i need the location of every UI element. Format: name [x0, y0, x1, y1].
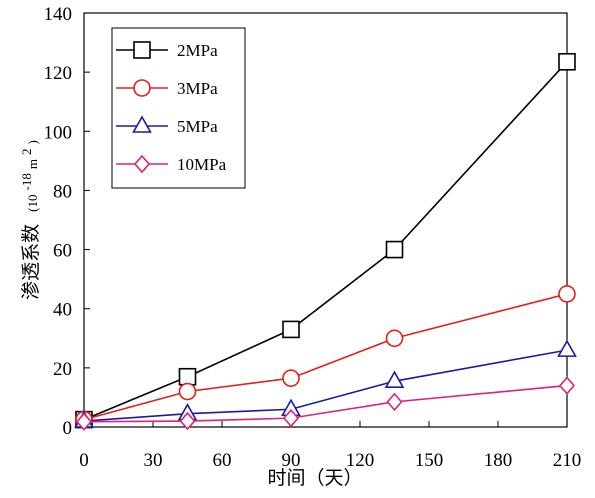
y-axis-ticks: 0 20 40 60 80 100 120 140	[44, 4, 90, 439]
legend-item: 10MPa	[116, 154, 227, 174]
data-point-square	[385, 240, 404, 259]
x-tick-label: 90	[282, 450, 301, 471]
data-point-diamond	[558, 376, 576, 395]
y-tick-label: 0	[63, 418, 73, 439]
data-point-triangle	[557, 339, 577, 357]
y-axis-unit-prefix: (10	[25, 194, 40, 211]
x-tick-label: 30	[144, 450, 163, 471]
y-axis-unit-exponent: -18	[19, 173, 34, 190]
y-tick-label: 120	[44, 63, 73, 84]
data-point-diamond	[75, 412, 93, 431]
x-tick-label: 120	[346, 450, 375, 471]
plot-frame	[83, 12, 568, 428]
x-tick-label: 210	[553, 450, 582, 471]
x-tick-label: 150	[415, 450, 444, 471]
y-axis-unit-m: m	[25, 159, 40, 169]
data-point-diamond	[179, 411, 196, 431]
series-10MPa	[75, 376, 576, 431]
x-tick-label: 180	[484, 450, 513, 471]
data-point-circle	[178, 382, 197, 401]
legend-item: 3MPa	[116, 79, 218, 98]
y-tick-label: 80	[53, 181, 72, 202]
series-line	[83, 293, 568, 421]
x-tick-label: 60	[213, 450, 232, 471]
legend: 2MPa 3MPa 5MPa 10MPa	[116, 41, 227, 174]
legend-marker-diamond	[133, 154, 151, 174]
y-tick-label: 60	[53, 241, 72, 262]
series-3MPa	[75, 285, 576, 429]
y-tick-label: 40	[53, 300, 72, 321]
legend-label: 5MPa	[177, 117, 218, 136]
y-axis-unit-square: 2	[19, 149, 34, 156]
data-point-circle	[385, 329, 404, 348]
y-axis-title: 渗透系数	[20, 224, 42, 300]
y-tick-label: 20	[53, 359, 72, 380]
series-5MPa	[74, 339, 577, 428]
data-point-circle	[558, 285, 576, 303]
legend-marker-triangle	[132, 115, 152, 133]
legend-label: 2MPa	[177, 41, 218, 60]
series-layer	[74, 52, 577, 431]
legend-marker-circle	[133, 79, 151, 97]
data-point-square	[558, 52, 576, 71]
x-axis-title: 时间（天）	[267, 467, 362, 489]
y-tick-label: 140	[44, 4, 73, 25]
y-tick-label: 100	[44, 122, 73, 143]
legend-label: 3MPa	[177, 79, 218, 98]
svg-text:渗透系数 (10 -18: 渗透系数 (10 -18 m 2 )	[18, 140, 42, 300]
y-axis-unit-suffix: )	[25, 140, 40, 144]
data-point-diamond	[282, 408, 300, 428]
data-point-square	[282, 320, 300, 339]
legend-marker-square	[133, 41, 151, 59]
series-line	[83, 349, 568, 422]
x-axis-ticks: 0 30 60 90 120 150 180 210	[79, 421, 581, 471]
x-tick-label: 0	[79, 450, 89, 471]
legend-item: 2MPa	[116, 41, 218, 60]
data-point-diamond	[386, 392, 403, 412]
data-point-triangle	[384, 370, 405, 388]
y-axis-title-group: 渗透系数 (10 -18 m 2 )	[18, 140, 42, 300]
legend-label: 10MPa	[177, 155, 227, 174]
data-point-circle	[282, 369, 300, 388]
legend-item: 5MPa	[116, 115, 218, 136]
data-point-square	[178, 367, 197, 386]
